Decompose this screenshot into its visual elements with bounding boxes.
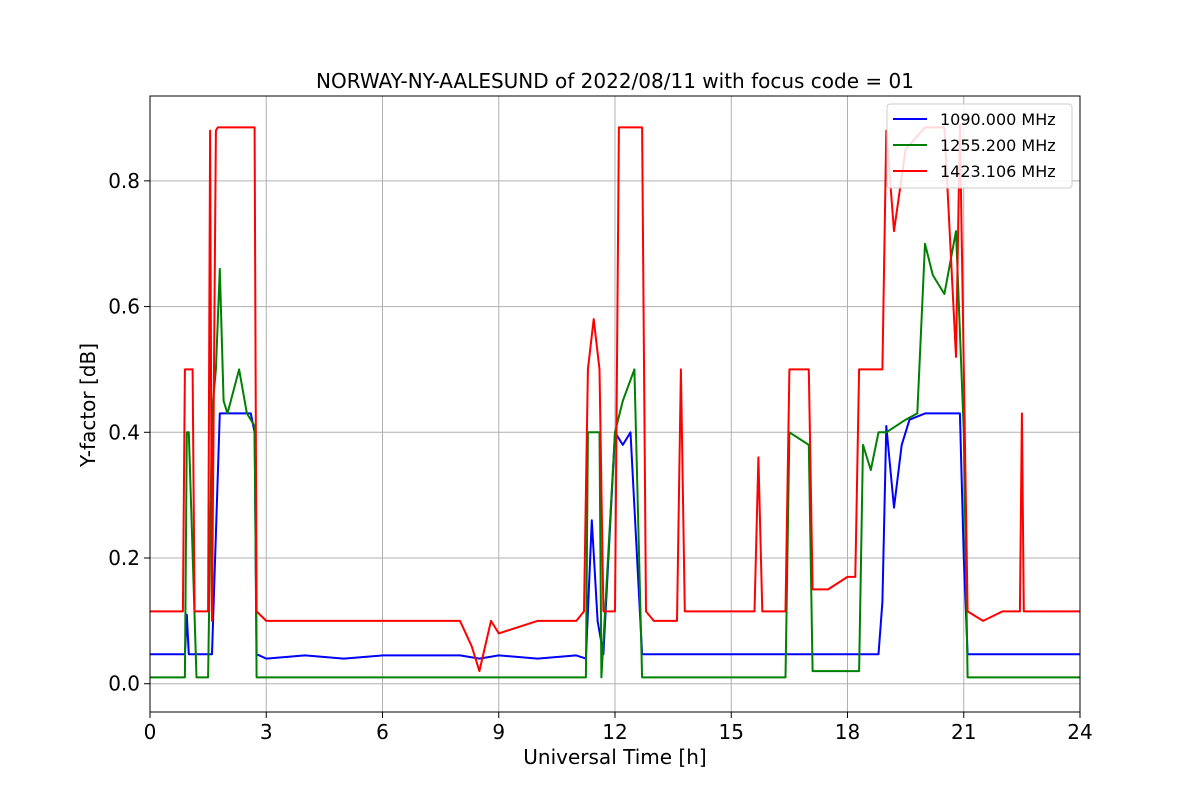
- x-tick-label: 12: [602, 720, 627, 744]
- y-tick-label: 0.2: [108, 546, 140, 570]
- x-tick-label: 18: [835, 720, 860, 744]
- y-tick-label: 0.4: [108, 420, 140, 444]
- x-tick-label: 21: [951, 720, 976, 744]
- series-line-2: [150, 230, 1080, 679]
- legend-box: [886, 103, 1073, 189]
- legend-label: 1090.000 MHz: [940, 110, 1056, 129]
- x-tick-label: 9: [492, 720, 505, 744]
- y-tick-label: 0.8: [108, 169, 140, 193]
- x-tick-label: 15: [719, 720, 744, 744]
- ticks: 0 3 6 9 12 15 18 21 24 0.0 0.2 0.4 0.6 0.8: [108, 169, 1093, 744]
- x-tick-label: 0: [144, 720, 157, 744]
- legend-label: 1423.106 MHz: [940, 162, 1056, 181]
- legend-label: 1255.200 MHz: [940, 136, 1056, 155]
- x-tick-label: 6: [376, 720, 389, 744]
- y-tick-label: 0.0: [108, 672, 140, 696]
- legend: 1090.000 MHz 1255.200 MHz 1423.106 MHz: [886, 103, 1073, 189]
- y-axis-label: Y-factor [dB]: [76, 343, 100, 468]
- x-tick-label: 24: [1067, 720, 1092, 744]
- x-axis-label: Universal Time [h]: [523, 745, 706, 769]
- chart-title: NORWAY-NY-AALESUND of 2022/08/11 with fo…: [316, 69, 914, 93]
- x-tick-label: 3: [260, 720, 273, 744]
- y-tick-label: 0.6: [108, 295, 140, 319]
